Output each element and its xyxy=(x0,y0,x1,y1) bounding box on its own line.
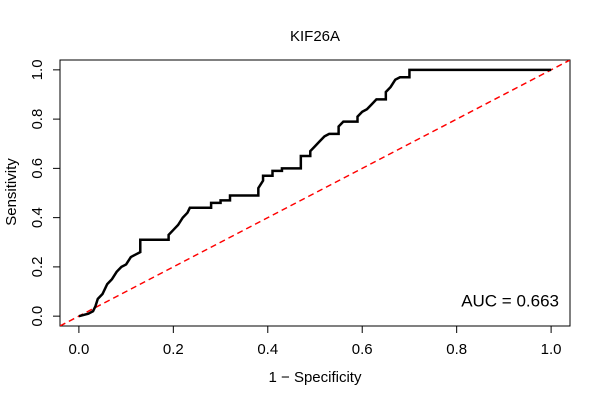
y-tick-label: 0.2 xyxy=(29,256,46,277)
x-tick-label: 1.0 xyxy=(541,341,562,358)
x-axis-label: 1 − Specificity xyxy=(269,369,362,386)
x-tick-label: 0.4 xyxy=(257,341,278,358)
y-tick-label: 0.0 xyxy=(29,306,46,327)
x-tick-label: 0.6 xyxy=(352,341,373,358)
roc-line xyxy=(78,68,552,318)
y-tick-label: 0.8 xyxy=(29,109,46,130)
x-tick-label: 0.2 xyxy=(163,341,184,358)
plot-frame xyxy=(59,59,571,327)
x-tick-label: 0.8 xyxy=(446,341,467,358)
y-axis-label: Sensitivity xyxy=(3,158,20,226)
y-tick-label: 0.4 xyxy=(29,207,46,228)
roc-line xyxy=(60,60,570,326)
chart-title: KIF26A xyxy=(290,28,340,45)
annotation: AUC = 0.663 xyxy=(461,291,559,310)
y-tick-label: 1.0 xyxy=(29,59,46,80)
y-tick-label: 0.6 xyxy=(29,158,46,179)
x-tick-label: 0.0 xyxy=(68,341,89,358)
